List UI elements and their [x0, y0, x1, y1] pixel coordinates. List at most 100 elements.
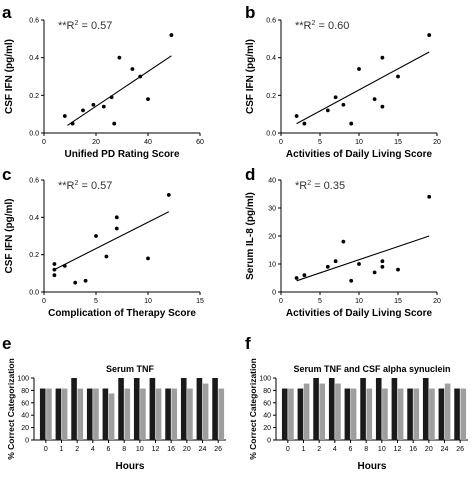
- data-point: [91, 102, 96, 107]
- y-axis-label: CSF IFN (pg/ml): [245, 39, 256, 114]
- y-tick-label: 0: [25, 438, 29, 445]
- y-tick-label: 60: [263, 400, 271, 407]
- data-point: [396, 267, 400, 272]
- bar-light: [93, 388, 99, 440]
- x-tick-label: 10: [355, 139, 363, 146]
- data-point: [52, 273, 57, 278]
- data-point: [138, 74, 143, 79]
- panel-c: c 0.0 0.2 0.4 0.6 CSF IFN (pg/ml) Complication…: [2, 165, 204, 319]
- x-tick-label: 8: [364, 446, 368, 453]
- x-tick-label: 1: [60, 446, 64, 453]
- bar-dark: [313, 378, 319, 440]
- panel-letter: e: [2, 334, 11, 353]
- data-point: [357, 67, 361, 71]
- annotation-value: = 0.57: [78, 20, 112, 32]
- x-tick-label: 6: [349, 446, 353, 453]
- bar-dark: [39, 388, 46, 440]
- panel-a: a 0.0 0.2 0.4 0.6 CSF IFN (pg/ml) Unified PD R…: [2, 3, 204, 160]
- x-tick-label: 24: [199, 446, 207, 453]
- x-tick-label: 60: [196, 139, 204, 146]
- bar-light: [124, 388, 131, 440]
- data-point: [70, 121, 75, 126]
- y-tick-label: 40: [21, 413, 29, 420]
- x-tick-label: 12: [394, 446, 402, 453]
- x-tick-label: 15: [394, 139, 402, 146]
- bar-dark: [212, 378, 218, 440]
- bar-light: [46, 388, 52, 440]
- data-point: [52, 262, 57, 266]
- y-axis-label: CSF IFN (pg/ml): [4, 39, 15, 114]
- y-tick-label: 40: [263, 413, 271, 420]
- y-tick-label: 20: [268, 234, 276, 241]
- regression-line: [296, 51, 430, 125]
- bar-dark: [391, 378, 398, 440]
- annotation-superscript: 2: [75, 20, 79, 27]
- regression-line: [54, 211, 170, 271]
- annotation-superscript: 2: [312, 20, 316, 27]
- y-tick-label: 0.2: [266, 93, 276, 100]
- data-point: [94, 234, 98, 238]
- x-tick-label: 2: [317, 446, 321, 453]
- data-point: [349, 121, 354, 126]
- y-tick-label: 0.6: [29, 178, 39, 185]
- data-point: [325, 264, 330, 269]
- bar-light: [397, 388, 404, 440]
- data-point: [52, 267, 57, 272]
- bar-light: [202, 383, 209, 440]
- x-tick-label: 20: [183, 446, 191, 453]
- data-point: [333, 95, 338, 100]
- data-point: [166, 193, 171, 197]
- annotation-value: = 0.60: [315, 20, 349, 32]
- y-tick-label: 0: [272, 290, 276, 297]
- data-point: [302, 121, 307, 126]
- x-axis-label: Activities of Daily Living Score: [286, 308, 433, 319]
- data-point: [333, 259, 338, 264]
- x-tick-label: 2: [75, 446, 79, 453]
- x-tick-label: 0: [286, 446, 290, 453]
- annotation-superscript: 2: [75, 180, 79, 187]
- bar-light: [303, 383, 310, 440]
- chart-title: Serum TNF: [106, 364, 155, 374]
- x-tick-label: 12: [152, 446, 160, 453]
- data-point: [427, 194, 432, 199]
- x-tick-label: 10: [378, 446, 386, 453]
- bar-light: [319, 383, 326, 440]
- r-squared-annotation: *R2 = 0.35: [295, 180, 345, 192]
- y-tick-label: 20: [21, 425, 29, 432]
- bar-dark: [422, 378, 429, 440]
- data-point: [62, 263, 67, 268]
- bar-dark: [55, 388, 62, 440]
- data-point: [294, 114, 299, 118]
- regression-line: [296, 235, 430, 282]
- x-axis-label: Hours: [358, 461, 387, 472]
- y-tick-label: 40: [268, 178, 276, 185]
- bar-dark: [149, 378, 156, 440]
- data-point: [104, 254, 109, 259]
- y-tick-label: 0.2: [29, 93, 39, 100]
- x-tick-label: 4: [333, 446, 337, 453]
- bar-light: [218, 388, 225, 440]
- y-tick-label: 20: [263, 425, 271, 432]
- bar-light: [366, 388, 373, 440]
- bar-light: [140, 388, 146, 440]
- x-tick-label: 40: [144, 139, 152, 146]
- y-tick-label: 80: [21, 388, 29, 395]
- x-tick-label: 0: [279, 298, 283, 305]
- x-tick-label: 5: [94, 298, 98, 305]
- data-point: [349, 278, 354, 283]
- x-tick-label: 5: [318, 139, 322, 146]
- annotation-prefix: *R: [295, 180, 307, 192]
- x-tick-label: 26: [456, 446, 464, 453]
- bar-light: [382, 388, 388, 440]
- bar-light: [108, 393, 115, 440]
- bar-dark: [165, 388, 171, 440]
- x-axis-label: Activities of Daily Living Score: [286, 149, 433, 160]
- bar-light: [187, 388, 193, 440]
- data-point: [169, 33, 174, 37]
- y-tick-label: 60: [21, 400, 29, 407]
- panel-letter: b: [245, 3, 255, 22]
- data-point: [101, 104, 106, 109]
- x-tick-label: 0: [42, 139, 46, 146]
- data-point: [81, 108, 85, 113]
